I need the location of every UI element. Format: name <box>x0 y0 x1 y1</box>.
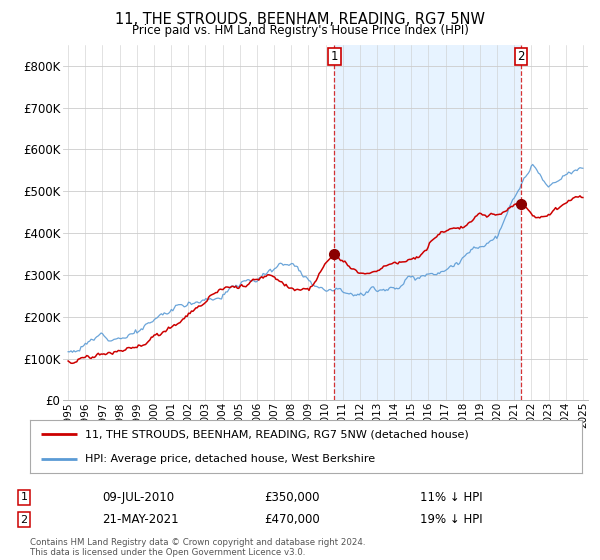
Text: 2: 2 <box>517 50 524 63</box>
Text: 1: 1 <box>331 50 338 63</box>
Text: 11, THE STROUDS, BEENHAM, READING, RG7 5NW: 11, THE STROUDS, BEENHAM, READING, RG7 5… <box>115 12 485 27</box>
Text: £470,000: £470,000 <box>264 513 320 526</box>
Text: 09-JUL-2010: 09-JUL-2010 <box>102 491 174 504</box>
Bar <box>334 45 521 400</box>
Text: Price paid vs. HM Land Registry's House Price Index (HPI): Price paid vs. HM Land Registry's House … <box>131 24 469 36</box>
Text: 19% ↓ HPI: 19% ↓ HPI <box>420 513 482 526</box>
Text: 1: 1 <box>20 492 28 502</box>
Text: Contains HM Land Registry data © Crown copyright and database right 2024.
This d: Contains HM Land Registry data © Crown c… <box>30 538 365 557</box>
Text: 21-MAY-2021: 21-MAY-2021 <box>102 513 179 526</box>
Text: 2: 2 <box>20 515 28 525</box>
Text: £350,000: £350,000 <box>264 491 320 504</box>
Text: 11, THE STROUDS, BEENHAM, READING, RG7 5NW (detached house): 11, THE STROUDS, BEENHAM, READING, RG7 5… <box>85 430 469 440</box>
Text: 11% ↓ HPI: 11% ↓ HPI <box>420 491 482 504</box>
Text: HPI: Average price, detached house, West Berkshire: HPI: Average price, detached house, West… <box>85 454 376 464</box>
